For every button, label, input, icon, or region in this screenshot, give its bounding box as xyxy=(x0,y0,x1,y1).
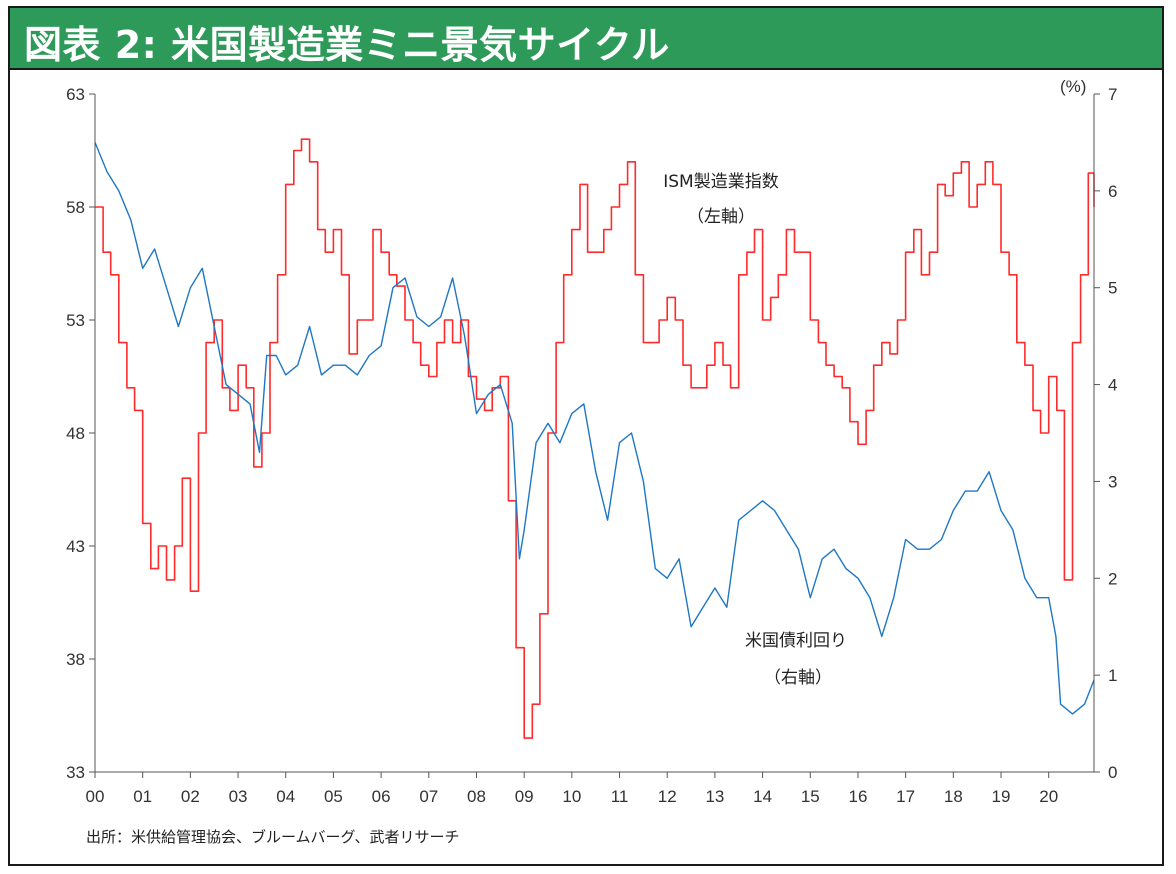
x-tick-label: 07 xyxy=(419,787,438,806)
x-tick-label: 08 xyxy=(467,787,486,806)
yield-series-sublabel: （右軸） xyxy=(764,668,832,688)
title-bar: 図表 2: 米国製造業ミニ景気サイクル xyxy=(10,8,1162,70)
figure-frame: 図表 2: 米国製造業ミニ景気サイクル xyxy=(8,6,1164,866)
right-tick-label: 1 xyxy=(1108,666,1117,685)
x-tick-label: 10 xyxy=(562,787,581,806)
right-tick-label: 6 xyxy=(1108,182,1117,201)
x-tick-label: 13 xyxy=(705,787,724,806)
x-tick-label: 19 xyxy=(992,787,1011,806)
x-tick-label: 01 xyxy=(133,787,152,806)
left-tick-label: 38 xyxy=(66,650,85,669)
x-tick-label: 16 xyxy=(848,787,867,806)
x-tick-label: 05 xyxy=(324,787,343,806)
x-tick-label: 04 xyxy=(276,787,295,806)
left-tick-label: 48 xyxy=(66,424,85,443)
right-tick-label: 0 xyxy=(1108,763,1117,782)
left-tick-label: 63 xyxy=(66,85,85,104)
x-tick-label: 17 xyxy=(896,787,915,806)
x-tick-label: 06 xyxy=(372,787,391,806)
left-tick-label: 43 xyxy=(66,537,85,556)
x-tick-label: 12 xyxy=(658,787,677,806)
x-tick-label: 18 xyxy=(944,787,963,806)
source-note: 出所：米供給管理協会、ブルームバーグ、武者リサーチ xyxy=(86,828,460,846)
x-tick-label: 02 xyxy=(181,787,200,806)
left-tick-label: 58 xyxy=(66,198,85,217)
yield-series-label: 米国債利回り xyxy=(745,631,847,651)
x-tick-label: 00 xyxy=(86,787,105,806)
x-tick-label: 03 xyxy=(229,787,248,806)
yield-series-line xyxy=(94,142,1095,715)
x-tick-label: 20 xyxy=(1039,787,1058,806)
right-tick-label: 5 xyxy=(1108,279,1117,298)
x-tick-label: 09 xyxy=(515,787,534,806)
right-tick-label: 2 xyxy=(1108,569,1117,588)
figure-title: 図表 2: 米国製造業ミニ景気サイクル xyxy=(24,23,670,67)
right-tick-label: 3 xyxy=(1108,472,1117,491)
right-tick-label: 4 xyxy=(1108,376,1117,395)
x-tick-label: 15 xyxy=(801,787,820,806)
left-tick-label: 53 xyxy=(66,311,85,330)
left-tick-label: 33 xyxy=(66,763,85,782)
ism-series-label: ISM製造業指数 xyxy=(663,172,778,192)
ism-series-sublabel: （左軸） xyxy=(687,207,755,227)
right-axis-unit: (%) xyxy=(1060,77,1086,96)
right-tick-label: 7 xyxy=(1108,85,1117,104)
x-tick-label: 11 xyxy=(611,787,629,806)
x-tick-label: 14 xyxy=(753,787,772,806)
ism-series-line xyxy=(95,138,1095,739)
